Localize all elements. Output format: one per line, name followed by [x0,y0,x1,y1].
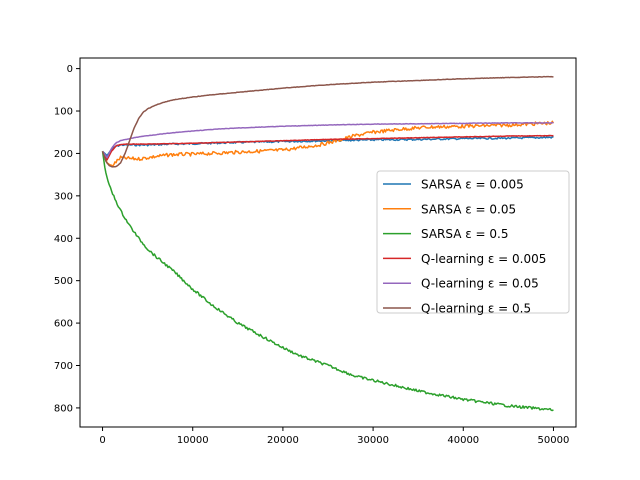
y-tick-label: 800 [54,403,73,414]
legend-entry: Q-learning ε = 0.5 [421,302,531,316]
legend-entry: Q-learning ε = 0.05 [421,277,539,291]
series-line-2 [101,151,554,412]
y-tick-label: 200 [54,149,73,160]
plot-frame [79,57,577,428]
series-line-4 [101,121,554,159]
series-line-0 [102,135,554,157]
y-tick-label: 400 [54,234,73,245]
x-tick-label: 50000 [538,435,570,446]
x-tick-label: 30000 [357,435,389,446]
series-line-5 [101,75,554,168]
y-axis: 0 100 200 300 400 500 600 700 800 [54,64,80,414]
y-tick-label: 100 [54,107,73,118]
y-tick-label: 700 [54,361,73,372]
y-tick-label: 500 [54,276,73,287]
y-tick-label: 0 [67,64,73,75]
legend-box [376,170,570,314]
series-layer [101,75,555,412]
x-tick-label: 0 [99,435,105,446]
series-line-1 [101,120,555,167]
y-tick-label: 600 [54,319,73,330]
legend-entry: Q-learning ε = 0.005 [421,252,546,266]
legend-entry: SARSA ε = 0.005 [421,178,524,192]
legend-entry: SARSA ε = 0.5 [421,227,509,241]
legend: SARSA ε = 0.005 SARSA ε = 0.05 SARSA ε = 0… [376,170,570,316]
x-tick-label: 20000 [267,435,299,446]
x-tick-label: 40000 [447,435,479,446]
x-tick-label: 10000 [177,435,209,446]
y-tick-label: 300 [54,191,73,202]
legend-entry: SARSA ε = 0.05 [421,202,516,216]
x-axis: 0 10000 20000 30000 40000 50000 [99,427,569,446]
series-line-3 [101,134,554,161]
